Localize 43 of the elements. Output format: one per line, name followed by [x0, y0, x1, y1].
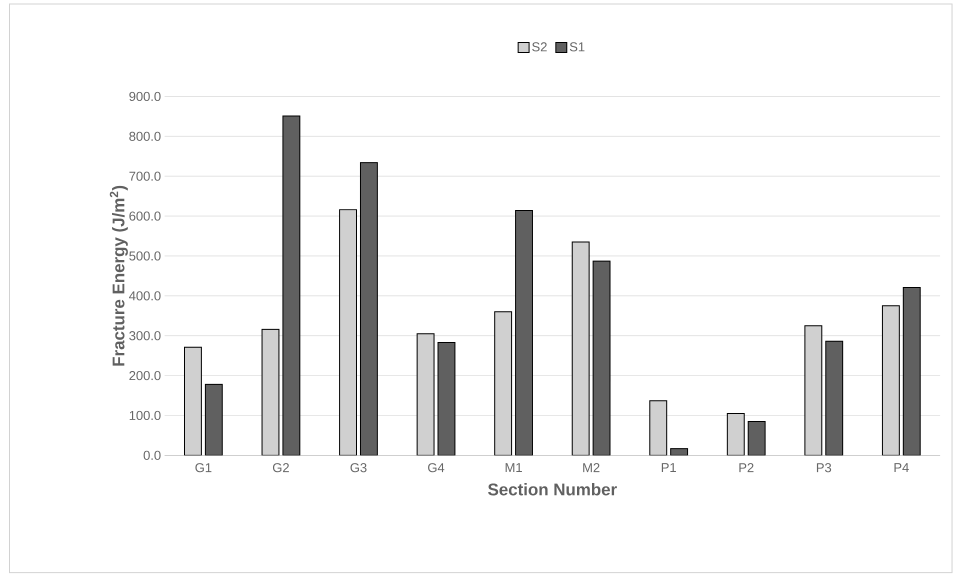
x-axis-title: Section Number [488, 483, 617, 496]
bar [416, 333, 435, 456]
x-tick-label: G3 [350, 463, 367, 472]
bar [282, 116, 300, 456]
bar [360, 162, 378, 456]
x-tick-label: G2 [272, 463, 289, 472]
y-tick-label: 300.0 [129, 331, 161, 340]
legend-label: S2 [532, 42, 547, 52]
bar [572, 242, 590, 456]
legend-label: S1 [570, 42, 584, 52]
x-tick-label: G4 [428, 463, 444, 472]
bar [204, 384, 223, 456]
bar [494, 311, 512, 456]
y-tick-label: 100.0 [130, 411, 161, 420]
x-tick-label: P3 [816, 463, 832, 472]
bar [339, 209, 357, 456]
bar [184, 346, 202, 456]
bar [804, 325, 822, 456]
x-tick-label: G1 [195, 463, 212, 472]
y-tick-label: 600.0 [129, 212, 161, 221]
y-tick-label: 700.0 [129, 172, 161, 181]
bar [515, 210, 533, 456]
bar [726, 413, 745, 456]
bar [882, 305, 900, 456]
y-tick-label: 800.0 [129, 132, 161, 142]
bar [592, 260, 611, 456]
x-tick-label: P2 [739, 463, 754, 472]
bar [262, 329, 280, 456]
x-tick-label: P1 [662, 463, 676, 472]
y-tick-label: 0.0 [144, 450, 161, 460]
y-tick-label: 500.0 [129, 252, 161, 261]
y-tick-label: 400.0 [129, 291, 161, 301]
bar [902, 287, 921, 456]
bar [748, 421, 766, 456]
bar [825, 340, 844, 456]
y-tick-label: 900.0 [129, 92, 161, 102]
x-tick-label: M1 [506, 463, 522, 472]
bar [649, 400, 668, 456]
y-axis-title: Fracture Energy (J/m$^{2}$) [110, 186, 128, 366]
y-tick-label: 200.0 [129, 371, 161, 380]
bar [438, 342, 456, 456]
x-tick-label: M2 [583, 463, 600, 472]
x-tick-label: P4 [894, 463, 909, 472]
